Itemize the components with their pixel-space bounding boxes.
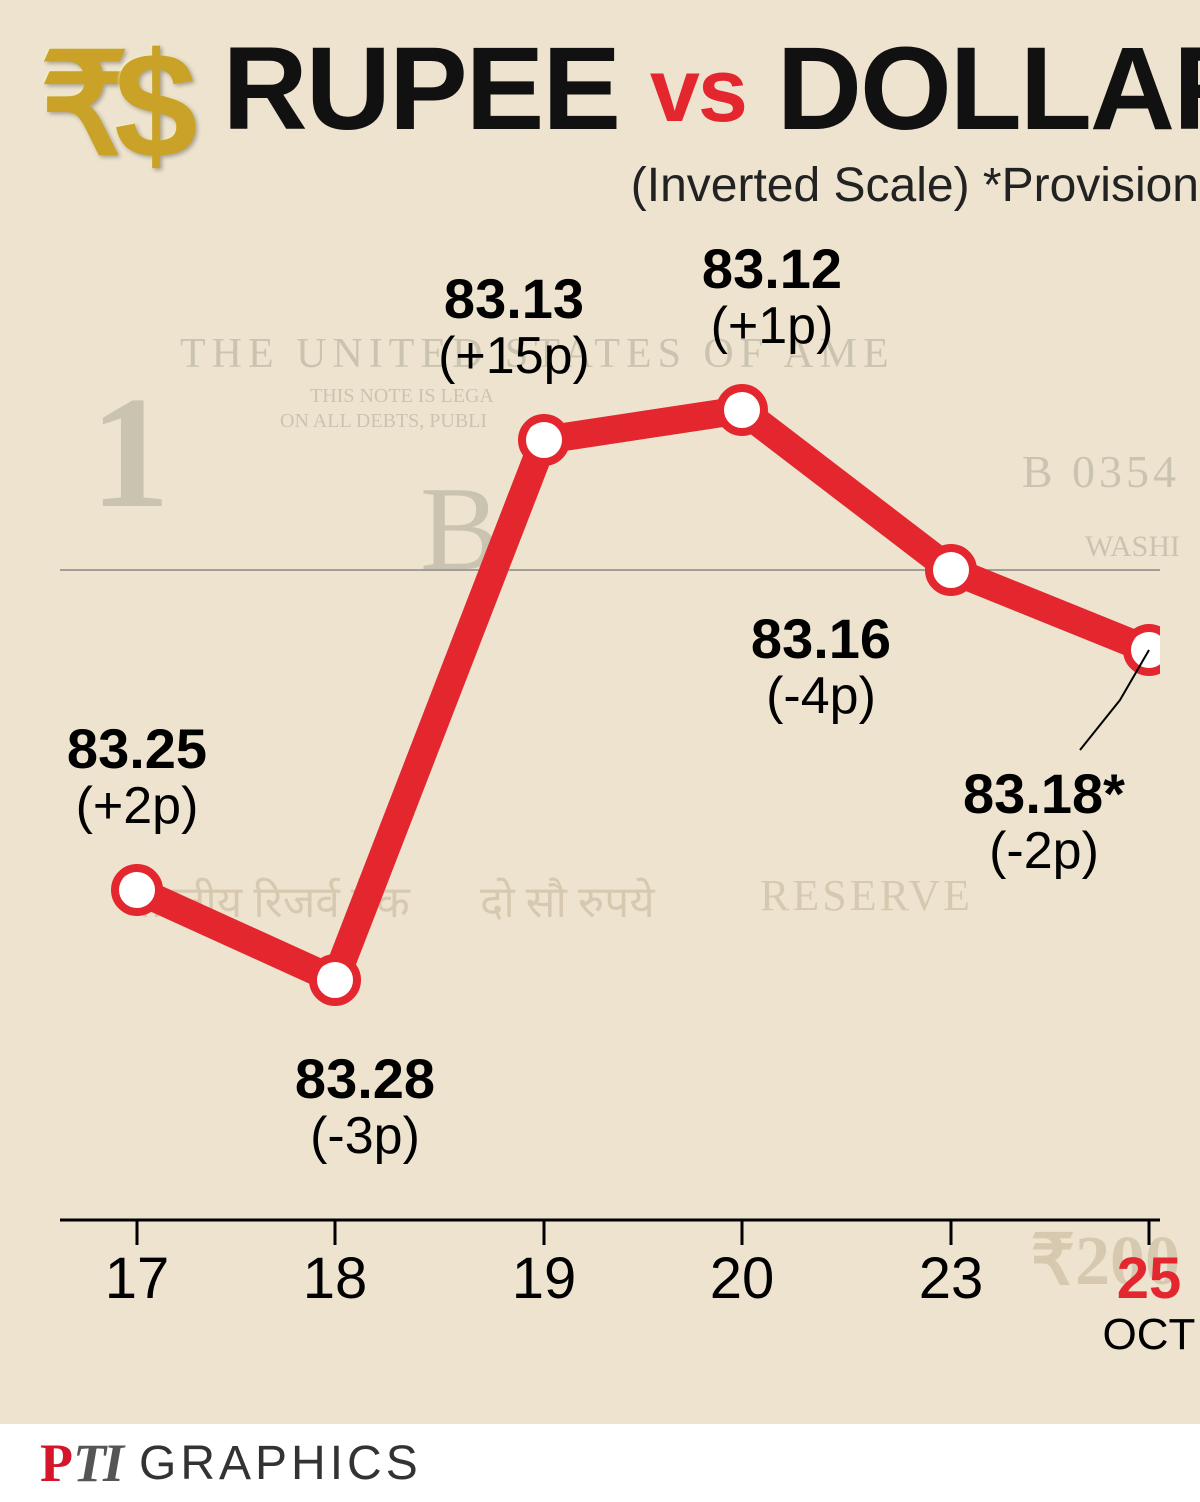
point-label: 83.13(+15p) [438, 270, 590, 383]
point-value: 83.28 [295, 1050, 435, 1109]
title-vs: vs [650, 41, 746, 141]
point-label: 83.18*(-2p) [963, 765, 1125, 878]
x-axis-label: 19 [512, 1245, 577, 1312]
dollar-icon: $ [114, 30, 197, 180]
x-axis-label: 23 [919, 1245, 984, 1312]
point-change: (-4p) [751, 669, 891, 724]
point-change: (-2p) [963, 824, 1125, 879]
point-value: 83.16 [751, 610, 891, 669]
footer-bar: P TI GRAPHICS [0, 1424, 1200, 1502]
currency-icons: ₹ $ [40, 30, 198, 180]
point-change: (+1p) [702, 299, 842, 354]
line-chart: 83.25(+2p)83.28(-3p)83.13(+15p)83.12(+1p… [60, 280, 1160, 1330]
point-value: 83.13 [438, 270, 590, 329]
chart-title: RUPEE vs DOLLAR [223, 30, 1200, 148]
point-label: 83.16(-4p) [751, 610, 891, 723]
point-value: 83.18* [963, 765, 1125, 824]
data-markers [115, 388, 1160, 1002]
pti-p: P [40, 1432, 73, 1494]
point-change: (-3p) [295, 1109, 435, 1164]
title-rupee: RUPEE [223, 23, 620, 155]
x-axis-label: 17 [105, 1245, 170, 1312]
point-label: 83.12(+1p) [702, 240, 842, 353]
point-label: 83.25(+2p) [67, 720, 207, 833]
title-dollar: DOLLAR [777, 23, 1200, 155]
point-change: (+2p) [67, 779, 207, 834]
pti-ti: TI [73, 1432, 121, 1494]
chart-subtitle: (Inverted Scale) *Provisional [223, 158, 1200, 213]
x-axis-month: OCT [1103, 1310, 1196, 1360]
point-change: (+15p) [438, 329, 590, 384]
pti-graphics-text: GRAPHICS [139, 1436, 422, 1491]
point-value: 83.25 [67, 720, 207, 779]
x-axis-label: 20 [710, 1245, 775, 1312]
data-line [137, 410, 1149, 980]
pti-logo: P TI [40, 1432, 121, 1494]
point-value: 83.12 [702, 240, 842, 299]
x-ticks [137, 1220, 1149, 1245]
x-axis-label: 18 [303, 1245, 368, 1312]
point-label: 83.28(-3p) [295, 1050, 435, 1163]
chart-header: ₹ $ RUPEE vs DOLLAR (Inverted Scale) *Pr… [40, 30, 1160, 213]
x-axis-label: 25 [1117, 1245, 1182, 1312]
